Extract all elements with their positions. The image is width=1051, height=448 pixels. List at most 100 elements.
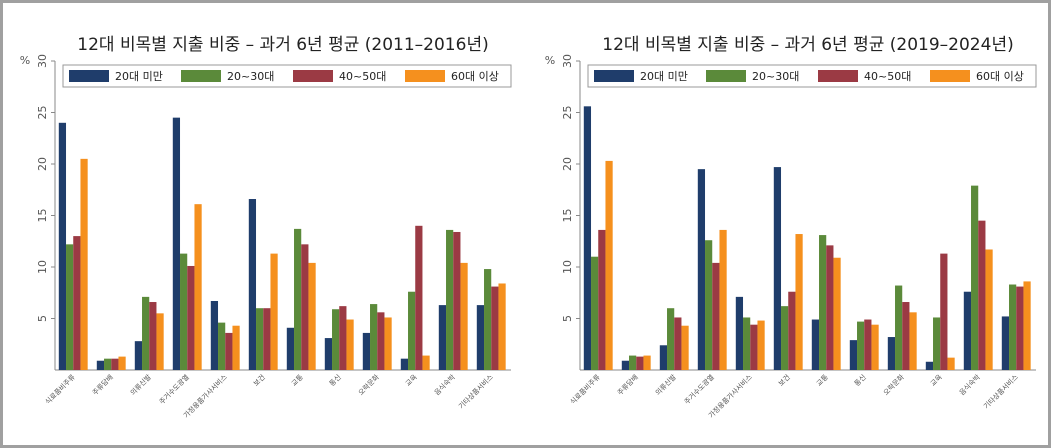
bar	[826, 245, 834, 370]
bar	[339, 306, 347, 370]
bar	[1001, 316, 1010, 370]
bar	[346, 319, 354, 370]
bar	[225, 332, 233, 370]
bar	[667, 308, 675, 370]
legend-swatch	[706, 70, 746, 82]
y-axis-label: %	[20, 54, 30, 67]
x-tick-label: 교육	[404, 373, 419, 388]
bar	[263, 308, 271, 370]
bar	[795, 234, 803, 370]
legend-swatch	[930, 70, 970, 82]
bar	[156, 313, 164, 370]
bar	[849, 340, 858, 370]
x-tick-label: 음식숙박	[957, 372, 982, 397]
y-tick-label: 10	[561, 260, 574, 274]
bar	[705, 240, 713, 370]
legend-label: 20대 미만	[115, 70, 163, 83]
bar	[294, 228, 302, 370]
legend-label: 20~30대	[752, 70, 799, 83]
bar	[933, 317, 941, 370]
bar	[940, 253, 948, 370]
bar	[643, 355, 651, 370]
bar	[1009, 284, 1017, 370]
bar	[1016, 286, 1024, 370]
legend-box	[62, 64, 512, 88]
y-tick-label: 10	[36, 260, 49, 274]
bar	[757, 320, 765, 370]
bar	[104, 358, 112, 370]
bar	[256, 308, 264, 370]
bar	[484, 269, 492, 370]
bar	[408, 291, 416, 370]
x-tick-label: 주거수도광열	[157, 372, 191, 406]
bar	[591, 256, 599, 370]
bar	[476, 305, 485, 370]
bar	[583, 106, 592, 370]
bar	[370, 304, 378, 370]
bar	[111, 358, 119, 370]
bar	[248, 199, 257, 370]
x-tick-label: 의류신발	[653, 372, 678, 397]
legend-swatch	[293, 70, 333, 82]
bar	[438, 305, 447, 370]
bar	[636, 356, 644, 370]
bar	[773, 167, 782, 370]
legend-swatch	[594, 70, 634, 82]
x-tick-label: 주거수도광열	[682, 372, 716, 406]
bar	[605, 160, 613, 370]
bar	[947, 357, 955, 370]
bar	[498, 283, 506, 370]
bar	[232, 325, 240, 370]
bar	[73, 236, 81, 370]
bar	[377, 312, 385, 370]
x-tick-label: 교통	[290, 373, 305, 388]
bar	[149, 302, 157, 370]
x-tick-label: 교통	[815, 373, 830, 388]
bar	[781, 306, 789, 370]
x-tick-label: 의류신발	[128, 372, 153, 397]
x-tick-label: 오락문화	[882, 373, 906, 397]
bar	[332, 309, 340, 370]
bar	[857, 321, 865, 370]
bar	[491, 286, 499, 370]
bar	[788, 291, 796, 370]
x-tick-label: 식료품비주류	[43, 372, 77, 406]
bar	[301, 244, 309, 370]
bar	[598, 229, 606, 370]
y-tick-label: 15	[36, 209, 49, 223]
bar	[963, 291, 972, 370]
bar	[1023, 281, 1031, 370]
y-tick-label: 5	[561, 315, 574, 322]
x-tick-label: 보건	[251, 372, 266, 387]
bar	[210, 300, 219, 370]
legend-swatch	[818, 70, 858, 82]
x-tick-label: 교육	[929, 373, 944, 388]
bar	[811, 319, 820, 370]
y-tick-label: 20	[561, 157, 574, 171]
legend-label: 60대 이상	[976, 70, 1024, 83]
bar	[134, 341, 143, 370]
x-tick-label: 주류담배	[90, 372, 115, 397]
y-tick-label: 25	[36, 106, 49, 120]
chart: 12대 비목별 지출 비중 – 과거 6년 평균 (2011–2016년)%51…	[20, 35, 1037, 420]
panel: 12대 비목별 지출 비중 – 과거 6년 평균 (2019–2024년)% 5 1…	[545, 35, 1037, 420]
bar	[659, 345, 668, 370]
bar	[681, 325, 689, 370]
bar	[400, 358, 409, 370]
x-tick-label: 음식숙박	[432, 372, 457, 397]
bar	[384, 317, 392, 370]
legend-label: 20~30대	[227, 70, 274, 83]
bar	[446, 229, 454, 370]
chart-title: 12대 비목별 지출 비중 – 과거 6년 평균 (2019–2024년)	[602, 35, 1013, 55]
bar	[218, 322, 226, 370]
bar	[362, 332, 371, 370]
x-tick-label: 주류담배	[615, 372, 640, 397]
bar	[864, 319, 872, 370]
bar	[750, 324, 758, 370]
x-tick-label: 식료품비주류	[568, 372, 602, 406]
bar	[978, 220, 986, 370]
bar	[833, 257, 841, 370]
bar	[422, 355, 430, 370]
bar	[66, 244, 74, 370]
legend-swatch	[181, 70, 221, 82]
